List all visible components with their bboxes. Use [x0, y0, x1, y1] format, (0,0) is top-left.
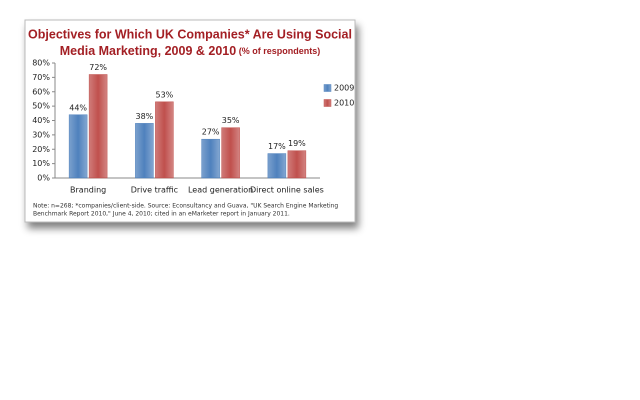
bar: [68, 114, 88, 179]
legend-swatch: [323, 84, 332, 92]
y-tick-label: 70%: [32, 73, 50, 82]
chart-title: Objectives for Which UK Companies* Are U…: [28, 27, 352, 41]
bar: [135, 123, 154, 179]
value-label: 53%: [155, 90, 173, 99]
legend-label: 2009: [334, 84, 354, 93]
legend-label: 2010: [334, 99, 354, 108]
note: Benchmark Report 2010," June 4, 2010; ci…: [33, 211, 290, 218]
y-tick-label: 50%: [32, 102, 50, 111]
bar: [287, 150, 307, 179]
y-tick-label: 40%: [32, 116, 50, 125]
note: Note: n=268; *companies/client-side. Sou…: [33, 203, 338, 210]
x-tick-label: Branding: [70, 186, 106, 195]
bar: [155, 101, 174, 179]
y-tick-label: 60%: [32, 87, 50, 96]
bar: [201, 138, 220, 179]
value-label: 38%: [135, 112, 153, 121]
bar: [267, 153, 287, 179]
value-label: 44%: [69, 103, 87, 112]
y-tick-label: 20%: [32, 145, 50, 154]
bar: [88, 74, 108, 179]
chart-subtitle: (% of respondents): [239, 46, 321, 56]
y-tick-label: 30%: [32, 130, 50, 139]
y-tick-label: 80%: [32, 59, 50, 68]
value-label: 72%: [89, 63, 107, 72]
value-label: 17%: [268, 142, 286, 151]
value-label: 19%: [288, 139, 306, 148]
chart-title-line: Media Marketing, 2009 & 2010 (% of respo…: [60, 44, 321, 58]
value-label: 27%: [202, 128, 220, 137]
x-tick-label: Direct online sales: [250, 186, 324, 195]
x-tick-label: Drive traffic: [131, 186, 178, 195]
y-tick-label: 10%: [32, 159, 50, 168]
chart-title: Media Marketing, 2009 & 2010: [60, 44, 237, 58]
value-label: 35%: [222, 116, 240, 125]
legend-swatch: [323, 99, 332, 107]
x-tick-label: Lead generation: [188, 186, 253, 195]
bar: [221, 127, 240, 179]
y-tick-label: 0%: [37, 174, 50, 183]
